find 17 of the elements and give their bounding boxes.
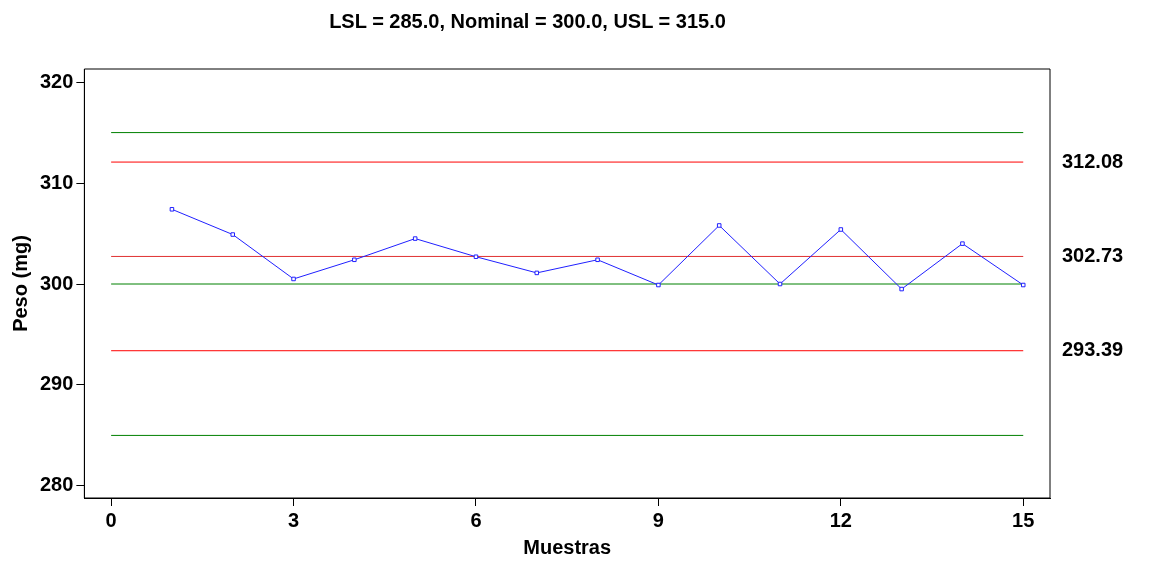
y-tick-label: 310 bbox=[39, 170, 74, 193]
x-tick-label: 9 bbox=[652, 508, 664, 531]
x-tick-label: 15 bbox=[1012, 508, 1035, 531]
x-axis-title: Muestras bbox=[523, 535, 612, 558]
y-tick-label: 290 bbox=[39, 372, 74, 395]
x-tick-label: 0 bbox=[105, 508, 117, 531]
y-tick-label: 280 bbox=[39, 473, 74, 496]
chart-title: LSL = 285.0, Nominal = 300.0, USL = 315.0 bbox=[329, 9, 726, 32]
ref-line-label: 302.73 bbox=[1062, 243, 1124, 266]
ref-line-label: 293.39 bbox=[1062, 338, 1124, 361]
y-tick-label: 300 bbox=[39, 271, 74, 294]
y-axis-title: Peso (mg) bbox=[8, 235, 31, 332]
x-tick-label: 3 bbox=[287, 508, 300, 531]
x-tick-label: 6 bbox=[470, 508, 482, 531]
y-tick-label: 320 bbox=[39, 69, 74, 92]
x-tick-label: 12 bbox=[829, 508, 852, 531]
ref-line-label: 312.08 bbox=[1062, 149, 1124, 172]
